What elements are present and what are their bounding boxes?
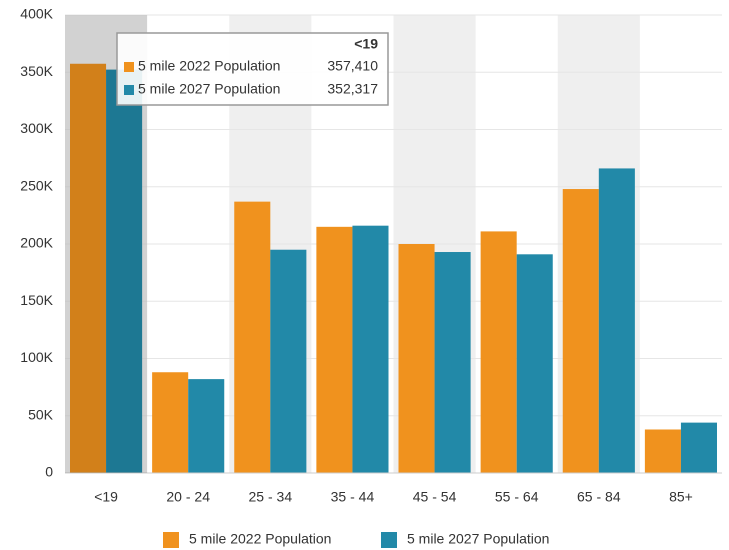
- y-tick-label: 150K: [20, 292, 53, 308]
- legend-label: 5 mile 2022 Population: [189, 531, 331, 547]
- bar: [316, 226, 353, 473]
- tooltip-title: <19: [354, 36, 378, 52]
- y-tick-label: 0: [45, 464, 53, 480]
- legend-swatch: [381, 532, 397, 548]
- bar: [562, 189, 599, 474]
- bar: [644, 429, 681, 473]
- y-tick-label: 400K: [20, 6, 53, 22]
- x-tick-label: <19: [94, 489, 118, 505]
- tooltip-box: [116, 32, 389, 106]
- y-tick-label: 100K: [20, 349, 53, 365]
- x-tick-label: 45 - 54: [413, 489, 457, 505]
- bar: [680, 422, 717, 473]
- y-tick-label: 250K: [20, 177, 53, 193]
- tooltip: <19 5 mile 2022 Population 357,410 5 mile 2…: [116, 32, 389, 106]
- bar: [234, 201, 271, 473]
- legend-label: 5 mile 2027 Population: [407, 531, 549, 547]
- tooltip-value: 352,317: [327, 81, 378, 97]
- bar: [106, 69, 143, 473]
- bar: [398, 244, 435, 473]
- bar: [270, 249, 307, 473]
- tooltip-value: 357,410: [327, 58, 378, 74]
- x-tick-label: 65 - 84: [577, 489, 621, 505]
- bar: [516, 254, 553, 473]
- bar: [188, 379, 225, 473]
- x-tick-label: 25 - 34: [249, 489, 293, 505]
- y-tick-label: 350K: [20, 63, 53, 79]
- x-tick-label: 85+: [669, 489, 693, 505]
- bar: [598, 168, 635, 473]
- y-tick-label: 200K: [20, 235, 53, 251]
- bar: [70, 63, 107, 473]
- bar: [152, 372, 189, 473]
- bar: [434, 252, 471, 473]
- tooltip-swatch: [124, 85, 134, 95]
- y-tick-label: 300K: [20, 120, 53, 136]
- x-tick-label: 20 - 24: [166, 489, 210, 505]
- tooltip-name: 5 mile 2027 Population: [138, 81, 280, 97]
- tooltip-name: 5 mile 2022 Population: [138, 58, 280, 74]
- x-tick-label: 35 - 44: [331, 489, 375, 505]
- legend-swatch: [163, 532, 179, 548]
- y-tick-label: 50K: [28, 406, 54, 422]
- bar: [480, 231, 517, 473]
- x-tick-label: 55 - 64: [495, 489, 539, 505]
- tooltip-swatch: [124, 62, 134, 72]
- bar: [352, 225, 389, 473]
